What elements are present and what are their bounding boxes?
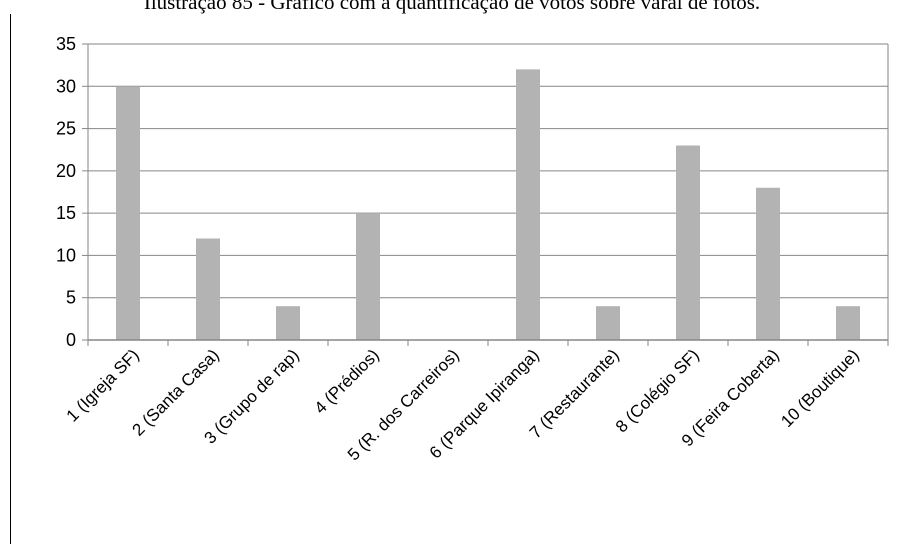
bars xyxy=(116,69,860,341)
y-tick-label: 35 xyxy=(56,34,76,54)
y-tick-label: 20 xyxy=(56,161,76,181)
bar-1 xyxy=(116,86,140,341)
y-tick-label: 5 xyxy=(66,288,76,308)
bar-6 xyxy=(516,69,540,340)
x-tick-labels: 1 (Igreja SF)2 (Santa Casa)3 (Grupo de r… xyxy=(63,345,863,464)
x-tick-label: 1 (Igreja SF) xyxy=(63,345,143,425)
y-tick-labels: 0 5 10 15 20 25 30 35 xyxy=(56,34,76,350)
axes xyxy=(82,43,889,346)
x-tick-label: 10 (Boutique) xyxy=(777,345,863,431)
y-tick-label: 10 xyxy=(56,245,76,265)
bar-2 xyxy=(196,238,220,340)
y-tick-label: 0 xyxy=(66,330,76,350)
y-tick-label: 15 xyxy=(56,203,76,223)
x-tick-label: 4 (Prédios) xyxy=(311,345,383,417)
y-tick-label: 30 xyxy=(56,76,76,96)
bar-9 xyxy=(756,187,780,340)
bar-3 xyxy=(276,306,300,340)
figure-caption: Ilustração 85 - Gráfico com a quantifica… xyxy=(143,0,761,14)
bar-8 xyxy=(676,145,700,340)
x-tick-label: 8 (Colégio SF) xyxy=(612,345,703,436)
gridlines xyxy=(88,43,888,299)
bar-7 xyxy=(596,306,620,340)
y-tick-label: 25 xyxy=(56,119,76,139)
bar-10 xyxy=(836,306,860,340)
bar-4 xyxy=(356,213,380,340)
chart-frame xyxy=(10,14,904,544)
